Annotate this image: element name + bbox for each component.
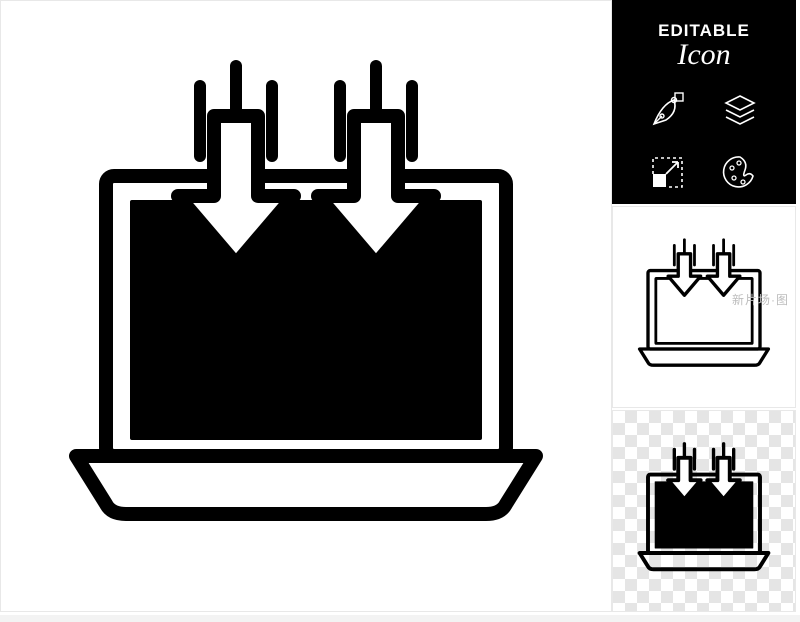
laptop-download-outline-icon [629,237,779,377]
layers-icon [718,88,762,132]
panel-editable-tools: EDITABLE Icon [612,0,796,204]
palette-icon [718,150,762,194]
pen-tool-icon [646,88,690,132]
bottom-bar [0,615,800,622]
title-line2: Icon [658,41,750,68]
laptop-download-solid-icon [629,441,779,581]
laptop-download-icon [46,56,566,556]
tool-grid [646,88,762,194]
panel-outline-variant: 新片场·图 [612,206,796,408]
main-icon-canvas [0,0,612,612]
scale-icon [646,150,690,194]
editable-title: EDITABLE Icon [658,21,750,68]
sidebar: EDITABLE Icon [612,0,796,612]
panel-transparent-variant [612,410,796,612]
